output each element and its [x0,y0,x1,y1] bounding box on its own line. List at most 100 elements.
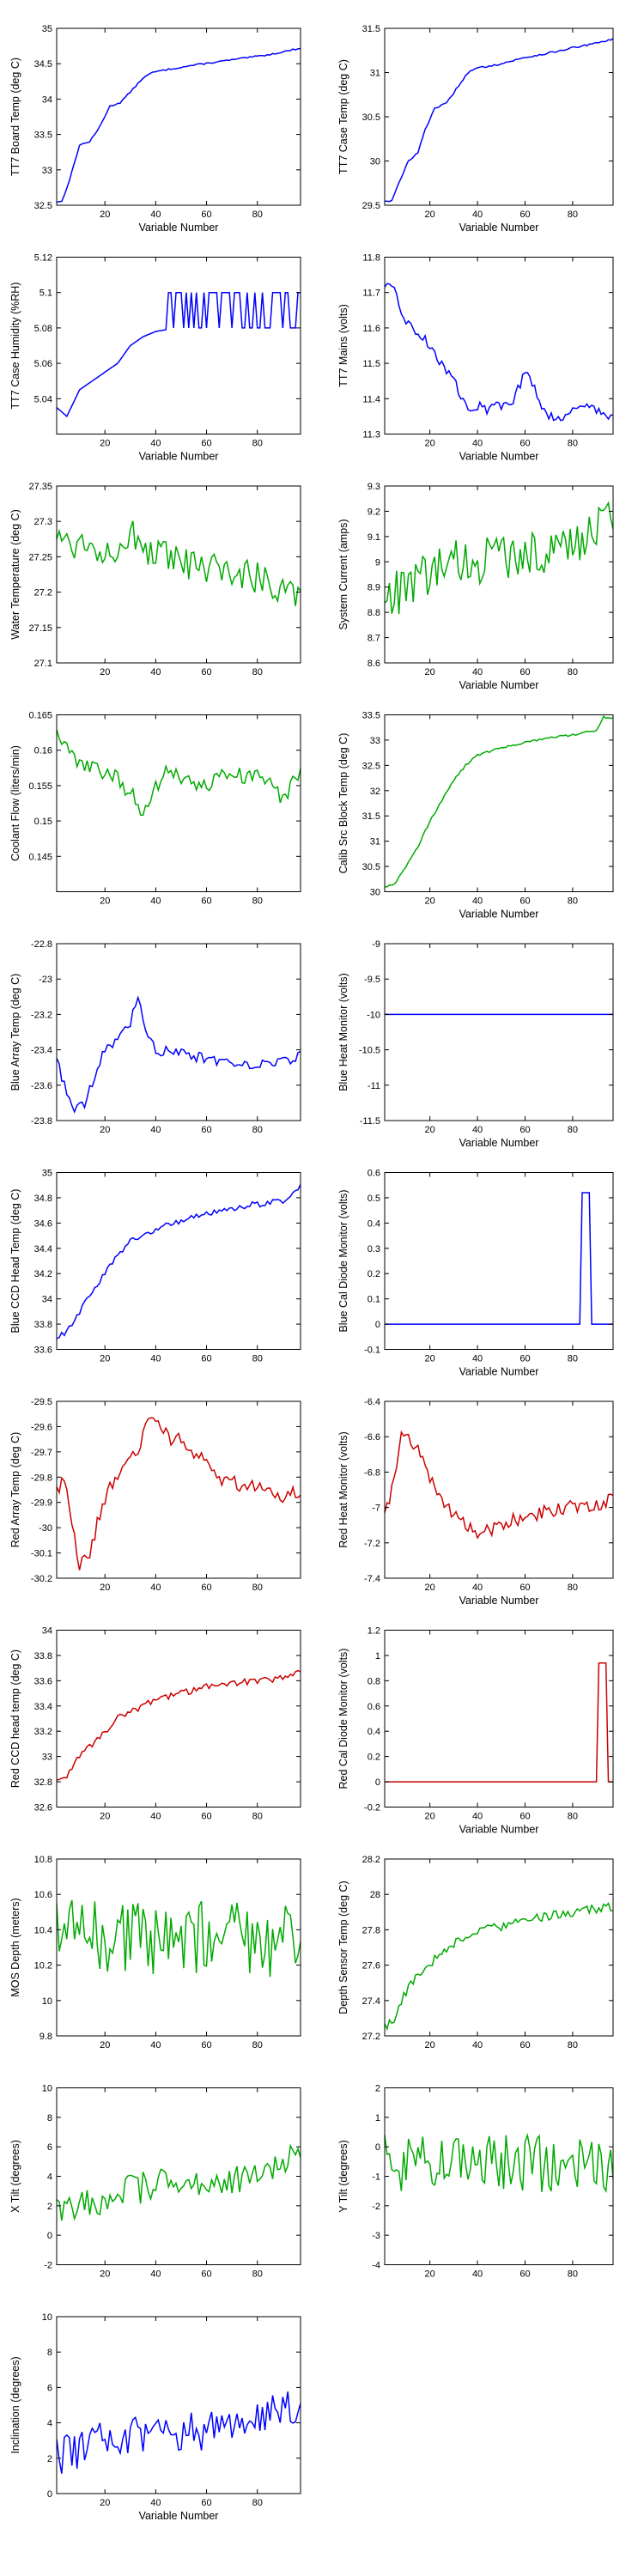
y-tick-label: 27.6 [362,1961,380,1971]
axes-box [384,1858,614,2037]
x-tick-label: 20 [100,2269,110,2280]
y-tick-label: 1 [375,2113,380,2123]
y-axis-label: Blue Heat Monitor (volts) [337,973,349,1091]
y-tick-label: 28.2 [362,1855,380,1865]
y-tick-label: 11.3 [362,430,380,440]
y-tick-label: 0 [375,1320,380,1330]
y-tick-label: 8.7 [368,634,380,644]
y-tick-label: -3 [372,2231,380,2241]
y-tick-label: 28 [370,1890,380,1900]
y-tick-label: 11.8 [362,253,380,264]
y-tick-label: 30 [370,157,380,167]
y-tick-label: 31 [370,69,380,79]
x-tick-label: 40 [472,439,483,449]
y-tick-label: 10 [42,2312,52,2323]
x-tick-label: 40 [150,1125,161,1135]
series-line [385,2132,613,2194]
y-tick-label: 31 [370,837,380,848]
y-tick-label: 33.6 [34,1676,52,1686]
y-tick-label: 6 [47,2383,52,2393]
x-tick-label: 80 [568,1354,578,1364]
chart-panel-6: 20 40 60 80 8.6 8.7 8.8 8.9 9 9.1 9.2 9.3 Variable N… [337,482,614,691]
y-tick-label: 0.145 [28,852,52,862]
x-tick-label: 80 [568,2040,578,2050]
x-tick-label: 60 [519,896,530,907]
y-tick-label: -23.4 [31,1046,52,1056]
chart-panel-14: 20 40 60 80 -7.4 -7.2 -7 -6.8 -6.6 -6.4 Variable N… [337,1397,614,1607]
x-tick-label: 80 [568,1125,578,1135]
y-tick-label: 0.2 [368,1753,380,1763]
x-tick-label: 40 [472,896,483,907]
chart-panel-1: 20 40 60 80 32.5 33 33.5 34 34.5 35 Variable Numbe… [9,24,301,234]
y-tick-label: 9 [375,557,380,568]
x-tick-label: 20 [100,667,110,677]
x-axis-label: Variable Number [459,1595,539,1607]
x-tick-label: 20 [100,210,110,220]
axes-box [384,27,614,206]
x-tick-label: 20 [100,2498,110,2508]
y-axis-label: X Tilt (degrees) [9,2140,21,2213]
x-tick-label: 60 [201,1583,211,1593]
axes-box [56,1630,301,1807]
y-tick-label: 32 [370,787,380,797]
x-tick-label: 20 [100,1125,110,1135]
y-tick-label: 0.5 [368,1194,380,1204]
y-axis-label: Coolant Flow (liters/min) [9,745,21,861]
series-line [57,729,301,817]
y-tick-label: -23.8 [31,1116,52,1127]
x-tick-label: 80 [568,439,578,449]
y-tick-label: 34 [42,94,52,105]
chart-panel-2: 20 40 60 80 29.5 30 30.5 31 31.5 Variable Number T… [337,24,614,234]
x-tick-label: 20 [100,1812,110,1822]
axes-box [56,27,301,206]
x-tick-label: 80 [568,896,578,907]
axes-box [56,2316,301,2494]
x-tick-label: 60 [519,2269,530,2280]
y-tick-label: 2 [47,2202,52,2212]
y-tick-label: -6.4 [364,1397,380,1407]
y-tick-label: -7 [372,1504,380,1514]
y-tick-label: 35 [42,24,52,34]
y-tick-label: 27.25 [28,552,52,562]
y-tick-label: 30 [370,888,380,898]
axes-box [56,714,301,892]
x-axis-label: Variable Number [139,222,219,234]
y-tick-label: 0.6 [368,1702,380,1712]
y-tick-label: 33.2 [34,1727,52,1737]
y-tick-label: 6 [47,2142,52,2153]
y-axis-label: Y Tilt (degrees) [337,2140,349,2213]
x-tick-label: 60 [201,439,211,449]
y-tick-label: 0 [47,2231,52,2241]
x-tick-label: 20 [425,2040,435,2050]
y-tick-label: 10.8 [34,1855,52,1865]
x-tick-label: 20 [425,1583,435,1593]
y-tick-label: -29.7 [31,1448,52,1458]
y-tick-label: 33 [370,736,380,746]
y-tick-label: 8 [47,2348,52,2358]
y-axis-label: Inclination (degrees) [9,2356,21,2453]
chart-panel-13: 20 40 60 80 -30.2 -30.1 -30 -29.9 -29.8 -29.7 -29.… [9,1397,301,1593]
x-tick-label: 60 [519,439,530,449]
y-tick-label: 0.6 [368,1169,380,1179]
y-tick-label: -22.8 [31,939,52,950]
y-tick-label: 27.1 [34,659,52,669]
x-axis-label: Variable Number [459,222,539,234]
x-tick-label: 20 [425,210,435,220]
y-tick-label: 34.4 [34,1244,52,1255]
y-tick-label: 34 [42,1295,52,1305]
y-tick-label: 0.165 [28,711,52,721]
y-tick-label: -0.1 [364,1346,380,1356]
y-tick-label: 11.5 [362,359,380,369]
axes-box [384,257,614,434]
y-tick-label: 0.8 [368,1676,380,1686]
chart-panel-16: 20 40 60 80 -0.2 0 0.2 0.4 0.6 0.8 1 1.2 Variable Nu… [337,1626,614,1836]
y-tick-label: 0 [375,1777,380,1788]
y-tick-label: 27.2 [34,588,52,598]
y-tick-label: 1 [375,1651,380,1662]
y-axis-label: Red CCD head temp (deg C) [9,1649,21,1788]
y-tick-label: 33.6 [34,1346,52,1356]
x-tick-label: 60 [201,1125,211,1135]
y-tick-label: -6.6 [364,1432,380,1443]
series-line [57,995,301,1114]
